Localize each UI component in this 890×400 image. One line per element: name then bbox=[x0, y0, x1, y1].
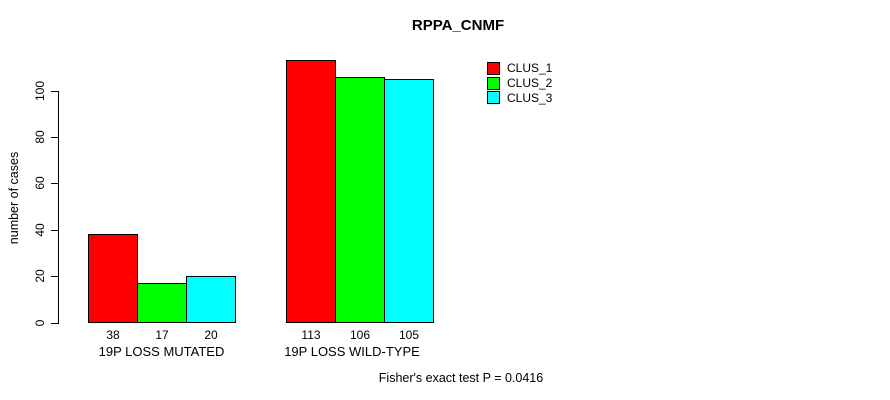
y-tick-label: 20 bbox=[33, 269, 47, 283]
fisher-test-annotation: Fisher's exact test P = 0.0416 bbox=[378, 371, 544, 385]
bar-value-label: 106 bbox=[349, 328, 371, 342]
legend-swatch-clus_2 bbox=[487, 76, 500, 90]
y-tick-mark bbox=[51, 276, 58, 278]
bar-clus_1-2 bbox=[286, 60, 336, 323]
chart-title: RPPA_CNMF bbox=[411, 17, 505, 34]
bar-value-label: 113 bbox=[301, 328, 321, 342]
legend-item-clus_3: CLUS_3 bbox=[487, 91, 552, 106]
legend-label: CLUS_2 bbox=[507, 76, 553, 91]
y-axis-label: number of cases bbox=[7, 151, 21, 245]
legend-item-clus_2: CLUS_2 bbox=[487, 76, 552, 91]
y-tick-mark bbox=[51, 322, 58, 324]
bar-value-label: 17 bbox=[155, 328, 169, 342]
bar-clus_2-2 bbox=[335, 76, 385, 323]
y-tick-label: 40 bbox=[33, 223, 47, 237]
bar-clus_3-2 bbox=[384, 78, 434, 323]
y-tick-mark bbox=[51, 183, 58, 185]
category-label: 19P LOSS WILD-TYPE bbox=[284, 344, 420, 359]
bar-clus_1-1 bbox=[88, 234, 138, 323]
y-tick-mark bbox=[51, 90, 58, 92]
bar-clus_2-1 bbox=[137, 283, 187, 323]
bar-value-label: 105 bbox=[398, 328, 420, 342]
legend-label: CLUS_3 bbox=[507, 90, 553, 105]
y-tick-mark bbox=[51, 136, 58, 138]
y-tick-label: 0 bbox=[33, 319, 47, 327]
legend-swatch-clus_1 bbox=[487, 61, 500, 75]
bar-clus_3-1 bbox=[186, 276, 236, 323]
y-tick-label: 60 bbox=[33, 176, 47, 191]
legend-item-clus_1: CLUS_1 bbox=[487, 61, 552, 76]
legend-swatch-clus_3 bbox=[487, 91, 500, 105]
legend-label: CLUS_1 bbox=[507, 61, 553, 76]
category-label: 19P LOSS MUTATED bbox=[98, 344, 225, 359]
legend: CLUS_1 CLUS_2 CLUS_3 bbox=[487, 61, 552, 105]
bar-value-label: 38 bbox=[106, 328, 120, 342]
y-tick-mark bbox=[51, 229, 58, 231]
y-tick-label: 100 bbox=[33, 80, 47, 101]
y-axis-line bbox=[58, 90, 59, 324]
y-tick-label: 80 bbox=[33, 130, 47, 144]
bar-value-label: 20 bbox=[204, 328, 218, 342]
